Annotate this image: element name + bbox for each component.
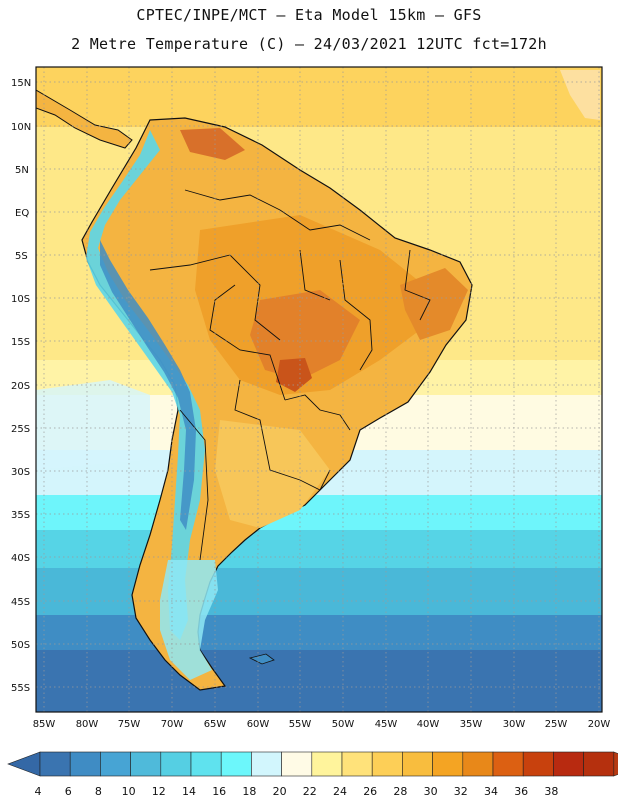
lat-label: 20S	[11, 381, 30, 392]
colorbar-tick-label: 4	[35, 785, 42, 798]
colorbar-tick-label: 18	[242, 785, 256, 798]
lon-label: 65W	[204, 719, 227, 730]
lon-label: 30W	[503, 719, 526, 730]
lat-label: 25S	[11, 424, 30, 435]
lon-label: 40W	[417, 719, 440, 730]
lat-label: 30S	[11, 467, 30, 478]
map-frame	[35, 66, 603, 713]
colorbar-cell	[583, 751, 615, 777]
colorbar-cell	[462, 751, 494, 777]
colorbar-tick-label: 22	[303, 785, 317, 798]
colorbar-tick-label: 26	[363, 785, 377, 798]
ocean-band-blue	[36, 568, 602, 618]
colorbar	[7, 751, 618, 777]
colorbar-tick-label: 20	[273, 785, 287, 798]
lon-label: 70W	[161, 719, 184, 730]
colorbar-tick-label: 16	[212, 785, 226, 798]
pampas-zone	[215, 420, 330, 528]
lat-label: EQ	[15, 208, 29, 219]
latitude-axis: 15N 10N 5N EQ 5S 10S 15S 20S 25S 30S 35S…	[11, 78, 31, 694]
hot-spot-pantanal	[276, 358, 312, 392]
colorbar-cell	[39, 751, 71, 777]
lon-label: 55W	[289, 719, 312, 730]
colorbar-tick-label: 32	[454, 785, 468, 798]
colorbar-tick-label: 38	[544, 785, 558, 798]
colorbar-cell	[190, 751, 222, 777]
colorbar-tick-label: 36	[514, 785, 528, 798]
lat-label: 15S	[11, 337, 30, 348]
lon-label: 60W	[247, 719, 270, 730]
colorbar-tick-label: 6	[65, 785, 72, 798]
colorbar-cell	[402, 751, 433, 777]
colorbar-high-arrow	[613, 751, 618, 777]
colorbar-labels: 4 6 8 10 12 14 16 18 20 22 24 26 28 30 32 34 36 38	[35, 785, 559, 798]
colorbar-cell	[69, 751, 101, 777]
hot-spot-northeast	[400, 268, 468, 340]
hot-spot-venezuela	[180, 128, 245, 160]
colorbar-cell	[160, 751, 192, 777]
lon-label: 25W	[545, 719, 568, 730]
lon-label: 35W	[460, 719, 483, 730]
colorbar-tick-label: 8	[95, 785, 102, 798]
colorbar-tick-label: 14	[182, 785, 196, 798]
colorbar-cell	[281, 751, 313, 777]
map-title-line2: 2 Metre Temperature (C) – 24/03/2021 12U…	[71, 35, 547, 53]
lon-label: 85W	[33, 719, 56, 730]
lon-label: 50W	[332, 719, 355, 730]
colorbar-cell	[371, 751, 403, 777]
ocean-band-tropical-north	[36, 67, 602, 127]
lat-label: 45S	[11, 597, 30, 608]
map-title-line1: CPTEC/INPE/MCT – Eta Model 15km – GFS	[136, 6, 482, 24]
colorbar-tick-label: 28	[393, 785, 407, 798]
andes-cold-band	[86, 130, 205, 640]
colorbar-tick-label: 34	[484, 785, 498, 798]
ocean-band-mid-blue	[36, 615, 602, 655]
central-america-land	[36, 89, 133, 149]
lat-label: 50S	[11, 640, 30, 651]
hot-spot-central	[250, 290, 360, 380]
colorbar-cell	[311, 751, 343, 777]
atlantic-north-warm	[560, 70, 600, 120]
pacific-cool-tongue	[36, 380, 150, 470]
longitude-axis: 85W 80W 75W 70W 65W 60W 55W 50W 45W 40W …	[33, 719, 611, 730]
lon-label: 80W	[76, 719, 99, 730]
lat-label: 55S	[11, 683, 30, 694]
colorbar-cell	[220, 751, 252, 777]
lat-label: 5S	[15, 251, 28, 262]
colorbar-tick-label: 30	[424, 785, 438, 798]
colorbar-cell	[130, 751, 162, 777]
lat-label: 35S	[11, 510, 30, 521]
lon-label: 45W	[375, 719, 398, 730]
lon-label: 75W	[118, 719, 141, 730]
lat-label: 15N	[11, 78, 31, 89]
lat-label: 10N	[11, 122, 31, 133]
colorbar-cell	[492, 751, 524, 777]
lat-label: 10S	[11, 294, 30, 305]
colorbar-cell	[251, 751, 282, 777]
lon-label: 20W	[588, 719, 611, 730]
ocean-band-light-blue	[36, 530, 602, 570]
patagonia-cool-zone	[160, 560, 218, 680]
ocean-band-cold	[36, 650, 602, 712]
colorbar-tick-label: 10	[122, 785, 136, 798]
colorbar-low-arrow	[7, 751, 41, 777]
colorbar-cell	[553, 751, 584, 777]
country-borders	[149, 189, 431, 561]
colorbar-tick-label: 12	[152, 785, 166, 798]
colorbar-cell	[522, 751, 554, 777]
lat-label: 40S	[11, 553, 30, 564]
ocean-band-cyan	[36, 495, 602, 535]
lat-label: 5N	[15, 165, 29, 176]
colorbar-tick-label: 24	[333, 785, 347, 798]
colorbar-cell	[100, 751, 131, 777]
colorbar-cell	[432, 751, 464, 777]
colorbar-cell	[341, 751, 373, 777]
